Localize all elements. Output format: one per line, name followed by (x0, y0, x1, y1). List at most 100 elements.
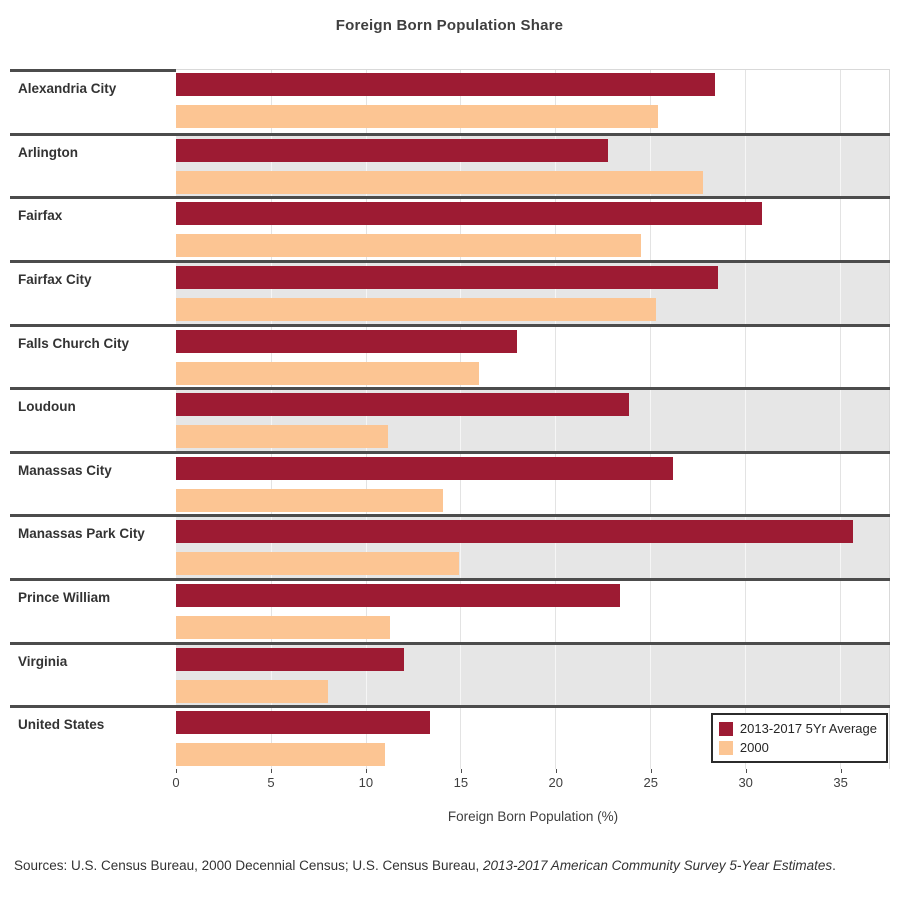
category-row: Manassas Park City (10, 514, 890, 578)
category-row: Falls Church City (10, 323, 890, 388)
gridline (650, 70, 652, 133)
gridline (555, 517, 557, 578)
bar-2000 (176, 105, 658, 128)
bar-2013-2017-avg (176, 584, 620, 607)
gridline (555, 70, 557, 133)
gridline (365, 453, 367, 515)
bar-chart: Alexandria City Arlington Fairfax Fairfax C… (10, 69, 890, 824)
category-label-cell: Prince William (10, 581, 176, 642)
legend-item: 2013-2017 5Yr Average (718, 719, 877, 738)
gridline (555, 708, 557, 769)
bar-2000 (176, 234, 641, 258)
category-row: Virginia (10, 641, 890, 706)
gridline (365, 199, 367, 260)
x-tick-label: 20 (548, 775, 564, 790)
category-label: Manassas City (18, 462, 112, 478)
gridline (744, 326, 746, 388)
gridline (650, 390, 652, 451)
gridline (839, 199, 841, 260)
gridline (270, 70, 272, 133)
legend-swatch-2013-2017 (718, 721, 733, 736)
x-tick-label: 0 (172, 775, 180, 790)
gridline (650, 199, 652, 260)
bar-2000 (176, 743, 385, 767)
category-label-cell: Alexandria City (10, 69, 176, 133)
gridline (365, 135, 367, 197)
gridline (460, 262, 462, 324)
gridline (460, 581, 462, 642)
x-tick-label: 5 (267, 775, 275, 790)
gridline (460, 708, 462, 769)
gridline (744, 581, 746, 642)
gridline (650, 581, 652, 642)
bar-2000 (176, 616, 391, 639)
gridline (555, 644, 557, 706)
category-label: Falls Church City (18, 335, 130, 351)
chart-page: Foreign Born Population Share Alexandria… (0, 17, 899, 899)
gridline (365, 262, 367, 324)
x-tick-mark (745, 769, 747, 773)
gridline (650, 453, 652, 515)
chart-title: Foreign Born Population Share (335, 17, 564, 34)
gridline (839, 135, 841, 197)
category-label: Loudoun (18, 399, 76, 415)
gridline (460, 199, 462, 260)
category-label: Arlington (18, 144, 78, 160)
bar-2013-2017-avg (176, 393, 630, 417)
plot-row (176, 517, 890, 578)
gridline (460, 453, 462, 515)
legend-swatch-2000 (718, 740, 733, 755)
gridline (555, 453, 557, 515)
category-label-cell: Loudoun (10, 390, 176, 451)
bar-2013-2017-avg (176, 647, 404, 671)
source-note-italic: 2013-2017 American Community Survey 5-Ye… (483, 858, 833, 873)
category-label-cell: Fairfax (10, 199, 176, 260)
gridline (744, 453, 746, 515)
category-label-cell: Manassas Park City (10, 517, 176, 578)
bar-2000 (176, 361, 480, 385)
gridline (365, 581, 367, 642)
gridline (744, 135, 746, 197)
category-row: Fairfax (10, 196, 890, 260)
plot-row (176, 453, 890, 515)
category-row: Loudoun (10, 387, 890, 451)
bar-2013-2017-avg (176, 73, 715, 96)
gridline (270, 199, 272, 260)
gridline (744, 70, 746, 133)
gridline (744, 199, 746, 260)
x-tick-mark (365, 769, 367, 773)
category-label-cell: United States (10, 708, 176, 769)
source-note-prefix: Sources: U.S. Census Bureau, 2000 Decenn… (14, 858, 483, 873)
x-tick-mark (840, 769, 842, 773)
source-note: Sources: U.S. Census Bureau, 2000 Decenn… (14, 858, 899, 873)
gridline (270, 453, 272, 515)
category-label-cell: Falls Church City (10, 326, 176, 388)
x-tick-mark (555, 769, 557, 773)
gridline (839, 453, 841, 515)
bar-2000 (176, 170, 704, 194)
gridline (460, 644, 462, 706)
category-row: Alexandria City (10, 69, 890, 133)
plot-row (176, 644, 890, 706)
plot-row (176, 581, 890, 642)
gridline (460, 390, 462, 451)
legend: 2013-2017 5Yr Average 2000 (710, 713, 888, 763)
gridline (650, 517, 652, 578)
legend-item: 2000 (718, 738, 877, 757)
bar-2013-2017-avg (176, 138, 609, 162)
gridline (650, 708, 652, 769)
gridline (555, 262, 557, 324)
plot-row (176, 390, 890, 451)
plot-row (176, 326, 890, 388)
bar-2000 (176, 552, 459, 576)
gridline (650, 135, 652, 197)
gridline (555, 199, 557, 260)
gridline (270, 262, 272, 324)
plot-row (176, 262, 890, 324)
category-label: Fairfax City (18, 271, 92, 287)
gridline (460, 517, 462, 578)
plot-row (176, 135, 890, 197)
source-note-suffix: . (832, 858, 836, 873)
bar-2000 (176, 425, 389, 449)
gridline (555, 326, 557, 388)
